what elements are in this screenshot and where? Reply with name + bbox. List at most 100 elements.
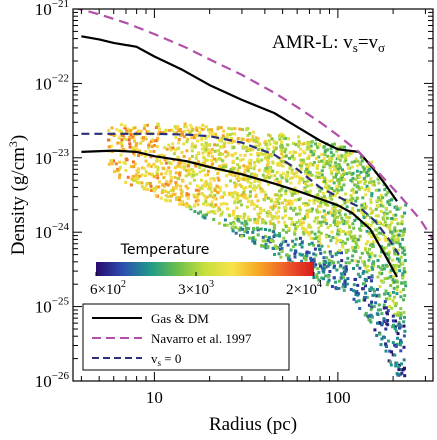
scatter-cell <box>273 178 277 182</box>
scatter-cell <box>251 148 255 152</box>
scatter-cell <box>326 244 330 248</box>
scatter-cell <box>219 202 223 206</box>
scatter-cell <box>330 179 334 182</box>
scatter-cell <box>218 189 222 193</box>
scatter-cell <box>236 170 240 174</box>
scatter-cell <box>317 234 321 238</box>
scatter-cell <box>139 141 143 145</box>
scatter-cell <box>117 176 121 180</box>
scatter-cell <box>356 245 360 249</box>
scatter-cell <box>136 167 140 171</box>
scatter-cell <box>360 186 364 190</box>
scatter-cell <box>297 181 301 185</box>
scatter-cell <box>348 233 352 237</box>
scatter-cell <box>132 165 136 169</box>
scatter-cell <box>268 134 272 138</box>
scatter-cell <box>384 297 388 301</box>
scatter-cell <box>249 176 253 180</box>
scatter-cell <box>255 174 259 177</box>
scatter-cell <box>391 353 395 357</box>
scatter-cell <box>242 187 246 190</box>
scatter-cell <box>356 293 360 297</box>
scatter-cell <box>356 159 360 163</box>
scatter-cell <box>222 142 226 146</box>
scatter-cell <box>238 194 242 198</box>
scatter-cell <box>389 360 392 364</box>
scatter-cell <box>221 210 224 214</box>
colorbar-tick-label: 2×104 <box>286 279 322 298</box>
scatter-cell <box>193 195 197 199</box>
scatter-cell <box>328 250 332 254</box>
colorbar-tick-label: 3×103 <box>178 279 214 298</box>
scatter-cell <box>312 243 316 247</box>
scatter-cell <box>242 216 246 220</box>
scatter-cell <box>326 226 330 230</box>
scatter-cell <box>365 174 368 178</box>
scatter-cell <box>269 165 273 169</box>
scatter-cell <box>166 195 170 199</box>
scatter-cell <box>223 218 227 222</box>
scatter-cell <box>310 230 314 234</box>
y-axis-label: Density (g/cm3) <box>6 135 29 256</box>
scatter-cell <box>365 187 369 191</box>
scatter-cell <box>292 208 296 212</box>
scatter-cell <box>364 242 368 246</box>
scatter-cell <box>307 203 311 207</box>
scatter-cell <box>249 161 252 165</box>
scatter-cell <box>395 288 399 292</box>
scatter-cell <box>235 191 239 195</box>
scatter-cell <box>396 222 400 226</box>
scatter-cell <box>342 183 346 187</box>
scatter-cell <box>217 221 221 225</box>
scatter-cell <box>378 220 381 224</box>
scatter-cell <box>358 234 362 238</box>
scatter-cell <box>400 246 404 250</box>
scatter-cell <box>265 169 269 173</box>
scatter-cell <box>273 215 277 219</box>
scatter-cell <box>182 142 186 146</box>
scatter-cell <box>338 227 342 231</box>
scatter-cell <box>294 198 297 202</box>
scatter-cell <box>313 149 317 153</box>
scatter-cell <box>382 211 386 215</box>
scatter-cell <box>223 193 227 197</box>
scatter-cell <box>379 201 383 205</box>
y-tick-label: 10−21 <box>35 0 69 19</box>
scatter-cell <box>116 141 120 145</box>
scatter-cell <box>328 210 332 214</box>
scatter-cell <box>294 143 298 146</box>
scatter-cell <box>383 188 387 192</box>
scatter-cell <box>272 140 276 143</box>
scatter-cell <box>277 161 281 165</box>
scatter-cell <box>280 152 284 156</box>
scatter-cell <box>136 176 140 180</box>
scatter-cell <box>369 216 372 219</box>
scatter-cell <box>402 345 406 349</box>
scatter-cell <box>269 153 273 156</box>
scatter-cell <box>299 158 303 162</box>
scatter-cell <box>347 152 351 156</box>
scatter-cell <box>287 137 290 141</box>
scatter-cell <box>362 270 366 273</box>
scatter-cell <box>285 203 288 207</box>
scatter-cell <box>395 292 399 296</box>
scatter-cell <box>329 169 333 173</box>
scatter-cell <box>367 187 371 190</box>
scatter-cell <box>321 220 325 224</box>
scatter-cell <box>293 231 297 234</box>
scatter-cell <box>181 179 185 183</box>
scatter-cell <box>254 186 258 190</box>
scatter-cell <box>369 320 373 324</box>
scatter-cell <box>242 177 246 181</box>
scatter-cell <box>347 154 351 157</box>
scatter-cell <box>124 138 128 142</box>
scatter-cell <box>253 188 257 192</box>
scatter-cell <box>371 267 375 271</box>
scatter-cell <box>175 196 179 200</box>
scatter-cell <box>337 182 341 185</box>
scatter-cell <box>341 220 344 224</box>
scatter-cell <box>325 186 329 190</box>
scatter-cell <box>115 169 119 173</box>
scatter-cell <box>381 217 385 221</box>
scatter-cell <box>246 177 250 181</box>
